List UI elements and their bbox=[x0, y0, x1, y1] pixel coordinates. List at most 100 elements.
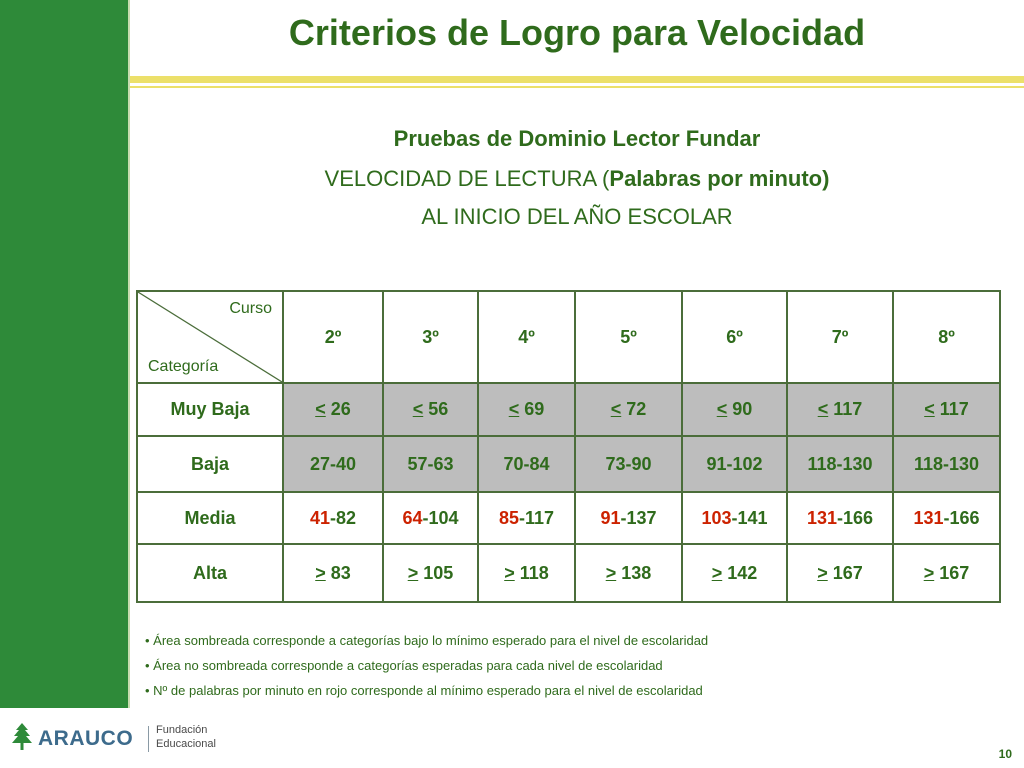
value-cell: 27-40 bbox=[282, 435, 384, 493]
value-cell: 64-104 bbox=[382, 491, 479, 545]
minimum-expected-value: 91 bbox=[600, 507, 621, 528]
comparison-operator: > bbox=[817, 562, 828, 583]
value-cell: < 117 bbox=[892, 382, 1001, 437]
tree-logo-icon bbox=[12, 723, 32, 750]
category-label: Alta bbox=[136, 543, 284, 603]
range-value: 70-84 bbox=[503, 453, 550, 474]
grade-header: 5º bbox=[574, 290, 683, 384]
title-rule bbox=[130, 76, 1024, 83]
comparison-operator: > bbox=[923, 562, 935, 583]
comparison-operator: < bbox=[924, 399, 935, 419]
value-cell: > 142 bbox=[681, 543, 788, 603]
grade-header: 6º bbox=[681, 290, 788, 384]
subtitle-measure-unit: Palabras por minuto) bbox=[609, 166, 830, 191]
threshold-value: 83 bbox=[330, 562, 351, 583]
value-cell: 131-166 bbox=[786, 491, 894, 545]
note-item: • Área no sombreada corresponde a catego… bbox=[145, 658, 663, 673]
threshold-value: 167 bbox=[939, 562, 970, 583]
value-cell: < 90 bbox=[681, 382, 788, 437]
value-cell: 70-84 bbox=[477, 435, 576, 493]
category-label: Media bbox=[136, 491, 284, 545]
logo-divider bbox=[148, 726, 149, 752]
range-upper: -166 bbox=[837, 507, 874, 528]
minimum-expected-value: 131 bbox=[913, 507, 944, 528]
minimum-expected-value: 103 bbox=[701, 507, 732, 528]
sidebar-edge bbox=[128, 0, 130, 708]
logo-educacional: Educacional bbox=[156, 738, 216, 750]
value-cell: < 69 bbox=[477, 382, 576, 437]
value-cell: > 167 bbox=[786, 543, 894, 603]
note-item: • Nº de palabras por minuto en rojo corr… bbox=[145, 683, 703, 698]
subtitle-period: AL INICIO DEL AÑO ESCOLAR bbox=[421, 204, 733, 229]
value-cell: 118-130 bbox=[786, 435, 894, 493]
grade-header: 4º bbox=[477, 290, 576, 384]
left-sidebar-band bbox=[0, 0, 128, 708]
value-cell: 41-82 bbox=[282, 491, 384, 545]
value-cell: > 167 bbox=[892, 543, 1001, 603]
corner-label-categoria: Categoría bbox=[148, 358, 219, 375]
value-cell: 103-141 bbox=[681, 491, 788, 545]
table-row: Baja 27-40 57-63 70-84 73-90 91-102 118-130 118… bbox=[136, 435, 1001, 493]
range-value: 57-63 bbox=[407, 453, 454, 474]
threshold-value: 117 bbox=[939, 399, 969, 419]
comparison-operator: < bbox=[508, 399, 520, 419]
comparison-operator: > bbox=[711, 562, 723, 583]
range-upper: -117 bbox=[518, 507, 555, 528]
range-value: 118-130 bbox=[913, 453, 980, 474]
logo-wordmark: ARAUCO bbox=[38, 727, 134, 750]
threshold-value: 142 bbox=[727, 562, 758, 583]
threshold-value: 56 bbox=[428, 399, 449, 419]
arauco-logo: ARAUCO Fundación Educacional bbox=[10, 722, 225, 756]
table-row: Muy Baja < 26 < 56 < 69 < 72 < 90 < 117 < 117 bbox=[136, 382, 1001, 437]
threshold-value: 69 bbox=[524, 399, 545, 419]
grade-header: 2º bbox=[282, 290, 384, 384]
range-upper: -166 bbox=[943, 507, 980, 528]
range-value: 91-102 bbox=[706, 453, 763, 474]
range-upper: -82 bbox=[330, 507, 357, 528]
value-cell: 91-102 bbox=[681, 435, 788, 493]
comparison-operator: > bbox=[315, 562, 326, 583]
table-row: Alta > 83 > 105 > 118 > 138 > 142 > 167 > 167 bbox=[136, 543, 1001, 603]
page-number: 10 bbox=[998, 747, 1012, 761]
value-cell: 118-130 bbox=[892, 435, 1001, 493]
value-cell: 91-137 bbox=[574, 491, 683, 545]
note-item: • Área sombreada corresponde a categoría… bbox=[145, 633, 709, 648]
grade-header: 7º bbox=[786, 290, 894, 384]
threshold-value: 90 bbox=[732, 399, 753, 419]
threshold-value: 117 bbox=[833, 399, 863, 419]
value-cell: 73-90 bbox=[574, 435, 683, 493]
threshold-value: 118 bbox=[519, 562, 549, 583]
category-label: Baja bbox=[136, 435, 284, 493]
header-row: Curso Categoría 2º 3º 4º 5º 6º 7º 8º bbox=[136, 290, 1001, 384]
range-upper: -137 bbox=[620, 507, 657, 528]
comparison-operator: < bbox=[716, 399, 728, 419]
value-cell: < 117 bbox=[786, 382, 894, 437]
value-cell: > 105 bbox=[382, 543, 479, 603]
corner-diagonal bbox=[138, 292, 282, 382]
range-value: 118-130 bbox=[807, 453, 873, 474]
range-upper: -141 bbox=[731, 507, 768, 528]
value-cell: > 83 bbox=[282, 543, 384, 603]
value-cell: 57-63 bbox=[382, 435, 479, 493]
grade-header: 8º bbox=[892, 290, 1001, 384]
threshold-value: 72 bbox=[626, 399, 647, 419]
value-cell: < 56 bbox=[382, 382, 479, 437]
subtitle-measure: VELOCIDAD DE LECTURA (Palabras por minut… bbox=[130, 166, 1024, 192]
minimum-expected-value: 41 bbox=[309, 507, 330, 528]
threshold-value: 138 bbox=[621, 562, 652, 583]
comparison-operator: < bbox=[610, 399, 622, 419]
subtitle-measure-prefix: VELOCIDAD DE LECTURA ( bbox=[324, 166, 610, 191]
slide-title: Criterios de Logro para Velocidad bbox=[288, 12, 866, 53]
title-rule-thin bbox=[130, 86, 1024, 88]
grade-header: 3º bbox=[382, 290, 479, 384]
range-value: 73-90 bbox=[605, 453, 652, 474]
minimum-expected-value: 131 bbox=[806, 507, 837, 528]
table-row: Media 41-82 64-104 85-117 91-137 103-141 131-1… bbox=[136, 491, 1001, 545]
value-cell: < 72 bbox=[574, 382, 683, 437]
value-cell: < 26 bbox=[282, 382, 384, 437]
minimum-expected-value: 85 bbox=[498, 507, 519, 528]
logo-fundacion: Fundación bbox=[156, 724, 208, 736]
comparison-operator: < bbox=[315, 399, 326, 419]
threshold-value: 105 bbox=[423, 562, 454, 583]
corner-cell: Curso Categoría bbox=[136, 290, 284, 384]
